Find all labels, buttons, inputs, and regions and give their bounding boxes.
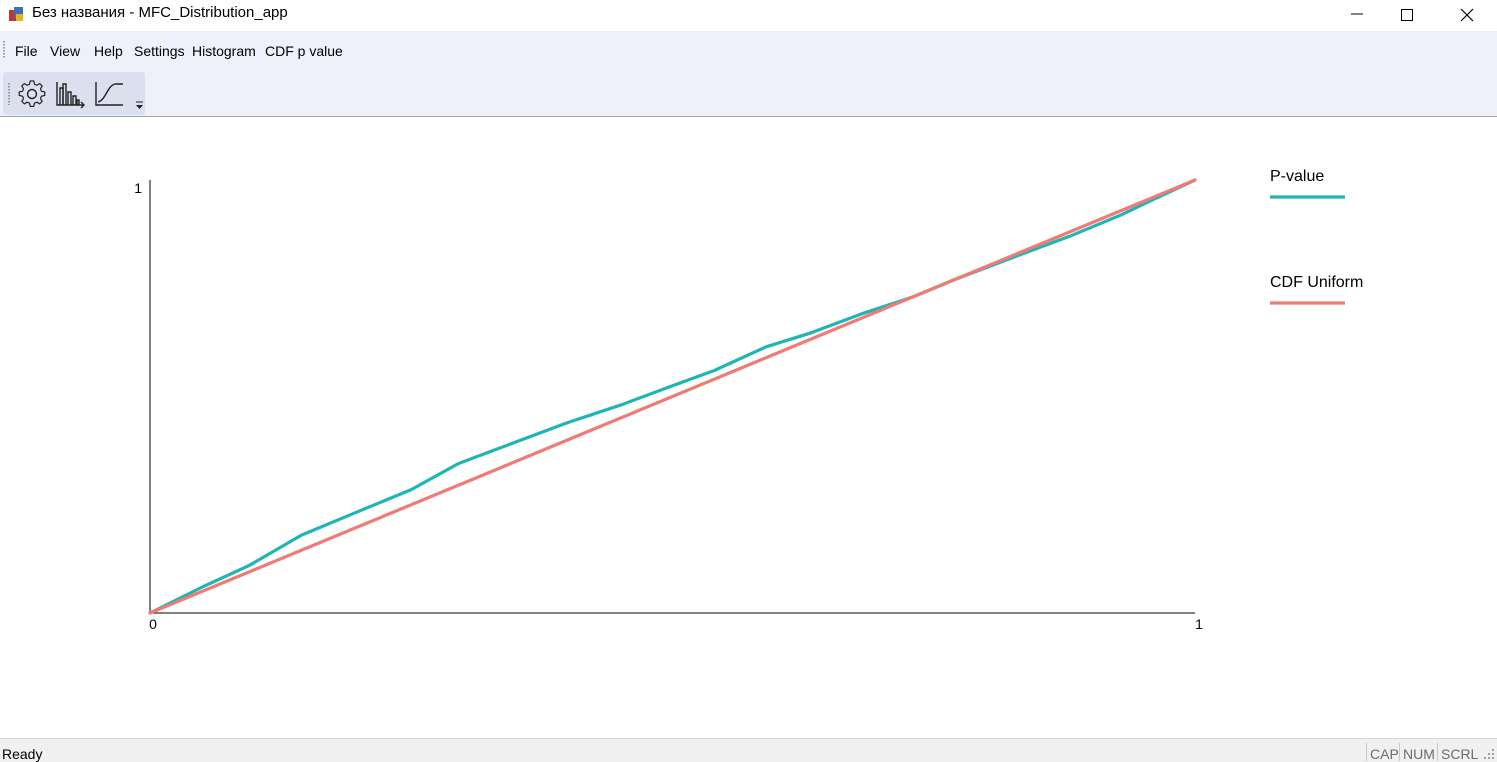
histogram-button[interactable]	[53, 78, 87, 110]
status-separator	[1437, 743, 1438, 761]
chevron-down-icon[interactable]	[135, 100, 144, 110]
legend-label: P-value	[1270, 168, 1324, 185]
app-icon	[9, 7, 23, 21]
y-tick-label: 1	[134, 180, 142, 196]
minimize-icon	[1351, 13, 1363, 15]
menu-settings[interactable]: Settings	[134, 43, 185, 59]
toolbar-row	[0, 69, 1497, 117]
menu-view[interactable]: View	[50, 43, 81, 59]
x-tick-label: 0	[149, 616, 157, 632]
toolbar	[3, 72, 145, 115]
x-tick-label: 1	[1195, 616, 1203, 632]
cdf-button[interactable]	[92, 78, 126, 110]
title-bar[interactable]: Без названия - MFC_Distribution_app	[0, 0, 1497, 31]
histogram-icon	[56, 82, 85, 109]
menu-histogram[interactable]: Histogram	[192, 43, 256, 59]
status-bar: Ready CAP NUM SCRL	[0, 738, 1497, 762]
status-separator	[1399, 743, 1400, 761]
chart-area: 0 1 1 P-value CDF Uniform	[0, 117, 1497, 737]
legend-label: CDF Uniform	[1270, 274, 1363, 291]
gear-icon	[18, 80, 46, 108]
minimize-button[interactable]	[1333, 0, 1379, 31]
status-cap: CAP	[1370, 746, 1399, 762]
status-text: Ready	[2, 746, 43, 762]
maximize-icon	[1401, 9, 1413, 21]
settings-button[interactable]	[15, 78, 49, 110]
menu-grip[interactable]	[3, 41, 5, 59]
menu-cdf-p-value[interactable]: CDF p value	[265, 43, 343, 59]
window-title: Без названия - MFC_Distribution_app	[32, 4, 288, 21]
cdf-curve-icon	[95, 82, 123, 106]
menu-file[interactable]: File	[15, 43, 38, 59]
menu-help[interactable]: Help	[94, 43, 123, 59]
close-button[interactable]	[1443, 0, 1489, 31]
status-scrl: SCRL	[1441, 746, 1479, 762]
close-icon	[1460, 8, 1474, 22]
cdf-chart: 0 1 1 P-value CDF Uniform	[134, 168, 1363, 632]
toolbar-grip[interactable]	[8, 83, 10, 105]
menu-bar: File View Help Settings Histogram CDF p …	[0, 31, 1497, 69]
status-num: NUM	[1403, 746, 1435, 762]
series-line-p-value	[148, 178, 1197, 615]
status-separator	[1366, 743, 1367, 761]
series-line-cdf-uniform	[148, 178, 1197, 615]
maximize-button[interactable]	[1383, 0, 1429, 31]
resize-grip-icon[interactable]	[1483, 748, 1495, 760]
